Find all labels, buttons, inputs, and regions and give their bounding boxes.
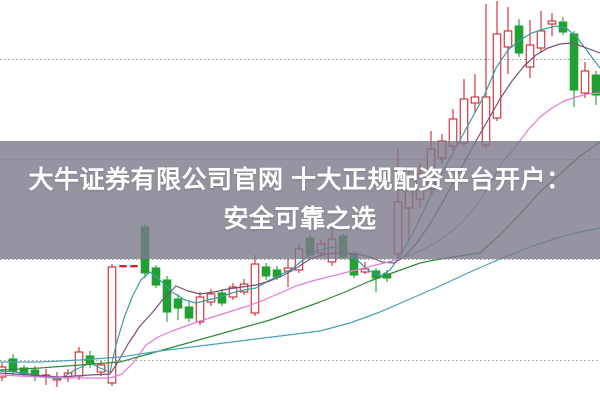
candle-body bbox=[569, 33, 579, 91]
candle-body bbox=[195, 296, 205, 323]
candle-body bbox=[184, 306, 194, 319]
candle-body bbox=[74, 351, 84, 377]
candle-body bbox=[30, 369, 40, 377]
candle-body bbox=[173, 298, 183, 309]
candle-body bbox=[470, 96, 480, 104]
candle-body bbox=[162, 279, 172, 313]
candle-body bbox=[481, 96, 491, 146]
limit-up-dash-candle bbox=[130, 265, 138, 268]
promo-banner-line1: 大牛证券有限公司官网 十大正规配资平台开户： bbox=[28, 166, 572, 194]
limit-up-dash-candle bbox=[119, 265, 127, 268]
candle-body bbox=[492, 33, 502, 119]
candle-body bbox=[261, 266, 271, 277]
candle-body bbox=[503, 30, 513, 48]
candle-body bbox=[107, 266, 117, 384]
candle-body bbox=[0, 366, 7, 378]
candle-body bbox=[591, 74, 600, 96]
promo-banner-overlay: 大牛证券有限公司官网 十大正规配资平台开户： 安全可靠之选 bbox=[0, 141, 600, 259]
candle-body bbox=[547, 20, 557, 25]
candle-body bbox=[239, 283, 249, 293]
candle-body bbox=[525, 44, 535, 68]
ma-line-fast-teal bbox=[0, 25, 600, 380]
candle-body bbox=[514, 25, 524, 54]
candle-body bbox=[536, 30, 546, 49]
promo-banner-line2: 安全可靠之选 bbox=[223, 205, 377, 233]
candle-body bbox=[580, 70, 590, 94]
ma-line-slow-magenta bbox=[0, 92, 600, 379]
candle-body bbox=[8, 358, 18, 372]
candle-body bbox=[217, 292, 227, 304]
